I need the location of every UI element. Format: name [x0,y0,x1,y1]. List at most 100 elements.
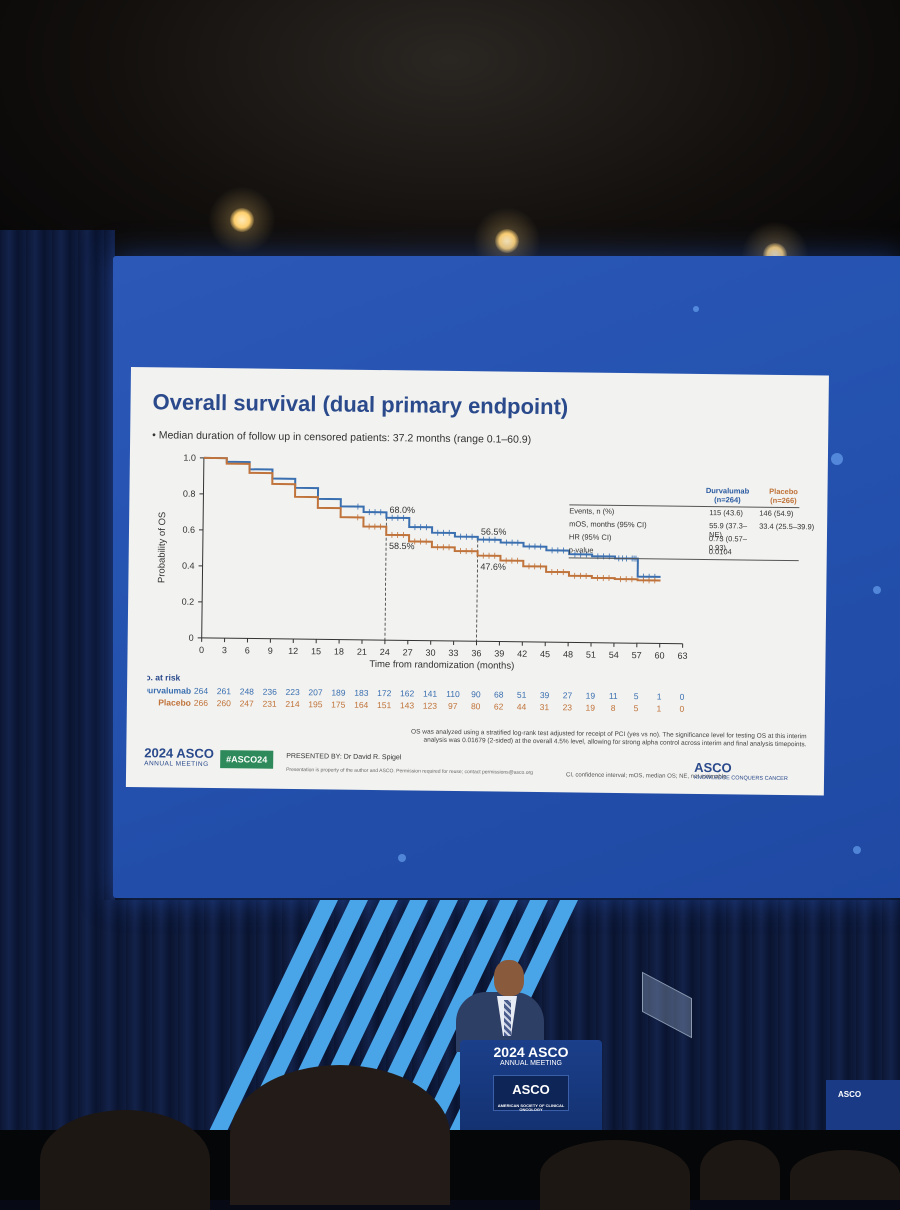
risk-value: 62 [494,701,504,711]
speaker-head [494,960,524,996]
table-row-label: mOS, months (95% CI) [569,519,647,529]
y-axis-label: Probability of OS [156,512,168,583]
risk-value: 214 [285,699,300,709]
table-cell-placebo [759,548,819,549]
annotation-durvalumab-36: 56.5% [481,527,507,537]
x-tick-label: 24 [380,647,390,657]
annotation-placebo-36: 47.6% [480,562,506,572]
risk-value: 39 [540,690,550,700]
speaker-tie [504,1000,511,1036]
y-tick-label: 0.8 [183,489,196,499]
risk-value: 264 [194,686,209,696]
audience-head [700,1140,780,1200]
y-axis [202,458,204,638]
logo-left-title: 2024 ASCO [144,745,214,761]
risk-value: 162 [400,688,415,698]
lectern-logo-text: ASCO [494,1076,568,1104]
table-cell-placebo: 146 (54.9) [759,509,819,519]
risk-value: 27 [563,690,573,700]
x-tick-label: 57 [632,650,642,660]
y-tick-label: 0 [189,633,194,643]
risk-value: 19 [586,691,596,701]
curtain-left [0,230,115,1200]
risk-value: 19 [585,703,595,713]
screen-dot [693,306,699,312]
x-tick-label: 15 [311,646,321,656]
x-tick-label: 54 [609,650,619,660]
risk-value: 236 [263,687,278,697]
table-header-durvalumab: Durvalumab (n=264) [697,486,757,505]
y-tick-label: 0.6 [182,525,195,535]
asco-society-logo: ASCO KNOWLEDGE CONQUERS CANCER [694,760,788,782]
risk-value: 1 [657,691,662,701]
presented-note: Presentation is property of the author a… [286,767,533,776]
x-tick-label: 63 [677,651,687,661]
risk-value: 51 [517,690,527,700]
lectern-title: 2024 ASCO [460,1044,602,1060]
risk-value: 8 [611,703,616,713]
x-tick-label: 45 [540,649,550,659]
presentation-slide: Overall survival (dual primary endpoint)… [126,367,829,795]
x-tick-label: 18 [334,647,344,657]
risk-table-row-placebo: Placebo [158,697,191,707]
risk-value: 266 [194,698,209,708]
table-cell-durvalumab: 115 (43.6) [709,508,759,518]
x-tick-label: 3 [222,645,227,655]
footnote: OS was analyzed using a stratified log-r… [386,728,806,749]
risk-value: 80 [471,701,481,711]
risk-value: 164 [354,700,369,710]
risk-value: 5 [634,691,639,701]
risk-value: 110 [446,689,460,699]
x-tick-label: 39 [494,648,504,658]
x-axis [202,638,683,644]
risk-value: 247 [240,698,255,708]
risk-value: 90 [471,689,481,699]
table-row-label: Events, n (%) [569,506,614,516]
risk-value: 44 [517,702,527,712]
risk-value: 231 [262,699,277,709]
y-tick-label: 1.0 [183,453,196,463]
table-cell-placebo: 33.4 (25.5–39.9) [759,522,819,532]
logo-right-subtitle: KNOWLEDGE CONQUERS CANCER [694,775,788,782]
screen-dot [873,586,881,594]
x-tick-label: 6 [245,645,250,655]
screen-dot [398,854,406,862]
x-tick-label: 33 [448,648,458,658]
reference-line-24-months [385,518,386,640]
ceiling-light-1 [230,208,254,232]
x-tick-label: 27 [403,647,413,657]
x-tick-label: 21 [357,647,367,657]
risk-value: 31 [540,702,550,712]
ceiling-light-2 [495,229,519,253]
x-tick-label: 9 [268,646,273,656]
annotation-durvalumab-24: 68.0% [389,505,415,515]
risk-table-row-durvalumab: Durvalumab [147,685,191,696]
risk-value: 207 [308,687,323,697]
table-row-label: HR (95% CI) [569,532,612,542]
risk-value: 5 [634,703,639,713]
slide-title: Overall survival (dual primary endpoint) [152,389,568,420]
risk-value: 172 [377,688,392,698]
x-tick-label: 48 [563,649,573,659]
x-tick-label: 30 [426,648,436,658]
screen-dot [831,453,843,465]
screen-dot [853,846,861,854]
logo-right-title: ASCO [694,760,788,776]
risk-value: 261 [217,686,232,696]
table-row-label: p-value [569,545,594,554]
x-tick-label: 42 [517,649,527,659]
annotation-placebo-24: 58.5% [389,541,415,551]
risk-value: 68 [494,689,504,699]
table-header-placebo: Placebo (n=266) [755,487,811,506]
x-tick-label: 51 [586,650,596,660]
asco-annual-meeting-logo: 2024 ASCO ANNUAL MEETING [144,745,214,768]
y-tick-label: 0.2 [182,597,195,607]
risk-table-label: No. at risk [147,672,181,683]
risk-value: 0 [680,692,685,702]
risk-value: 175 [331,699,346,709]
sign-text: ASCO [838,1090,900,1099]
logo-left-subtitle: ANNUAL MEETING [144,760,214,768]
x-tick-label: 60 [655,650,665,660]
risk-value: 141 [423,689,438,699]
